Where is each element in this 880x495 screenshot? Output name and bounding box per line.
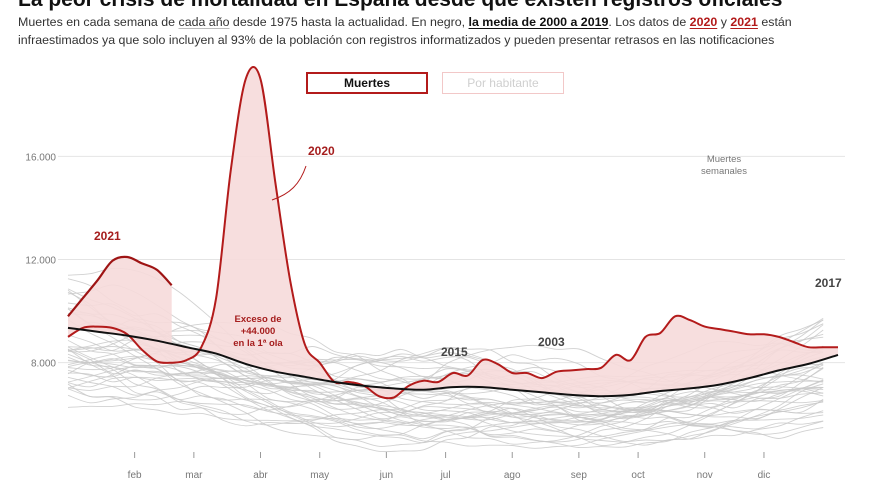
background-year-line	[67, 348, 824, 447]
subtitle-text-5: están infraestimados ya que solo incluye…	[18, 15, 792, 47]
background-year-line	[67, 372, 824, 426]
background-year-line	[67, 364, 824, 453]
subtitle-text-2: desde 1975 hasta la actualidad. En negro…	[229, 15, 469, 29]
x-tick-label: oct	[631, 470, 645, 481]
background-year-line	[67, 346, 824, 442]
label-2003: 2003	[538, 335, 565, 349]
y-tick-label: 8.000	[31, 359, 56, 370]
x-tick-label: jul	[440, 470, 451, 481]
background-year-line	[67, 319, 824, 432]
excess-label-line-1: Exceso de	[235, 314, 282, 325]
label-2015: 2015	[441, 345, 468, 359]
background-year-line	[67, 278, 824, 412]
excess-fill-layer	[68, 66, 838, 399]
line-2020	[67, 65, 838, 400]
background-year-line	[67, 321, 824, 428]
background-year-line	[67, 377, 824, 445]
background-year-line	[67, 361, 824, 419]
series-layer	[67, 65, 839, 400]
mean-2000-2019-line	[67, 326, 839, 398]
years-link[interactable]: cada año	[178, 15, 230, 29]
per-capita-toggle-button[interactable]: Por habitante	[442, 72, 564, 94]
background-year-line	[67, 388, 824, 449]
x-tick-label: feb	[128, 470, 142, 481]
background-year-line	[67, 353, 824, 446]
excess-label-line-3: en la 1ª ola	[233, 338, 283, 349]
deaths-toggle-button[interactable]: Muertes	[306, 72, 428, 94]
label-2021: 2021	[94, 229, 121, 243]
year-2020-link[interactable]: 2020	[689, 15, 718, 29]
x-tick-label: nov	[697, 470, 713, 481]
line-2021	[67, 255, 173, 317]
subtitle-text-1: Muertes en cada semana de	[18, 15, 179, 29]
subtitle-text-3: . Los datos de	[608, 15, 690, 29]
background-year-line	[67, 267, 824, 402]
y-tick-label: 16.000	[25, 152, 56, 163]
background-year-line	[67, 289, 824, 418]
excess-area-2021	[68, 256, 172, 344]
excess-area-2020	[68, 66, 838, 399]
chart-subtitle: Muertes en cada semana de cada año desde…	[18, 13, 858, 49]
x-tick-label: abr	[253, 470, 268, 481]
x-tick-label: dic	[758, 470, 771, 481]
page-title: La peor crisis de mortalidad en España d…	[18, 0, 868, 12]
y-axis: 8.000 12.000 16.000	[25, 152, 56, 369]
weekly-deaths-label-line-1: Muertes	[707, 154, 742, 165]
background-year-line	[67, 355, 824, 427]
year-2021-link[interactable]: 2021	[730, 15, 758, 29]
y-tick-label: 12.000	[25, 256, 56, 267]
background-year-line	[67, 308, 824, 422]
x-tick-label: ago	[504, 470, 521, 481]
x-tick-label: may	[310, 470, 329, 481]
background-year-line	[67, 370, 824, 436]
label-2020: 2020	[308, 144, 335, 158]
weekly-deaths-label-line-2: semanales	[701, 166, 747, 177]
background-year-line	[67, 400, 824, 449]
subtitle-text-4: y	[717, 15, 731, 29]
x-axis: feb mar abr may jun jul ago sep oct nov dic	[128, 452, 771, 481]
x-tick-label: sep	[571, 470, 588, 481]
label-2017: 2017	[815, 276, 842, 290]
x-tick-label: jun	[379, 470, 393, 481]
mean-link[interactable]: la media de 2000 a 2019	[468, 15, 609, 29]
excess-label-line-2: +44.000	[241, 326, 276, 337]
x-tick-label: mar	[185, 470, 203, 481]
label-2020-leader	[271, 165, 307, 201]
background-year-line	[67, 356, 824, 422]
